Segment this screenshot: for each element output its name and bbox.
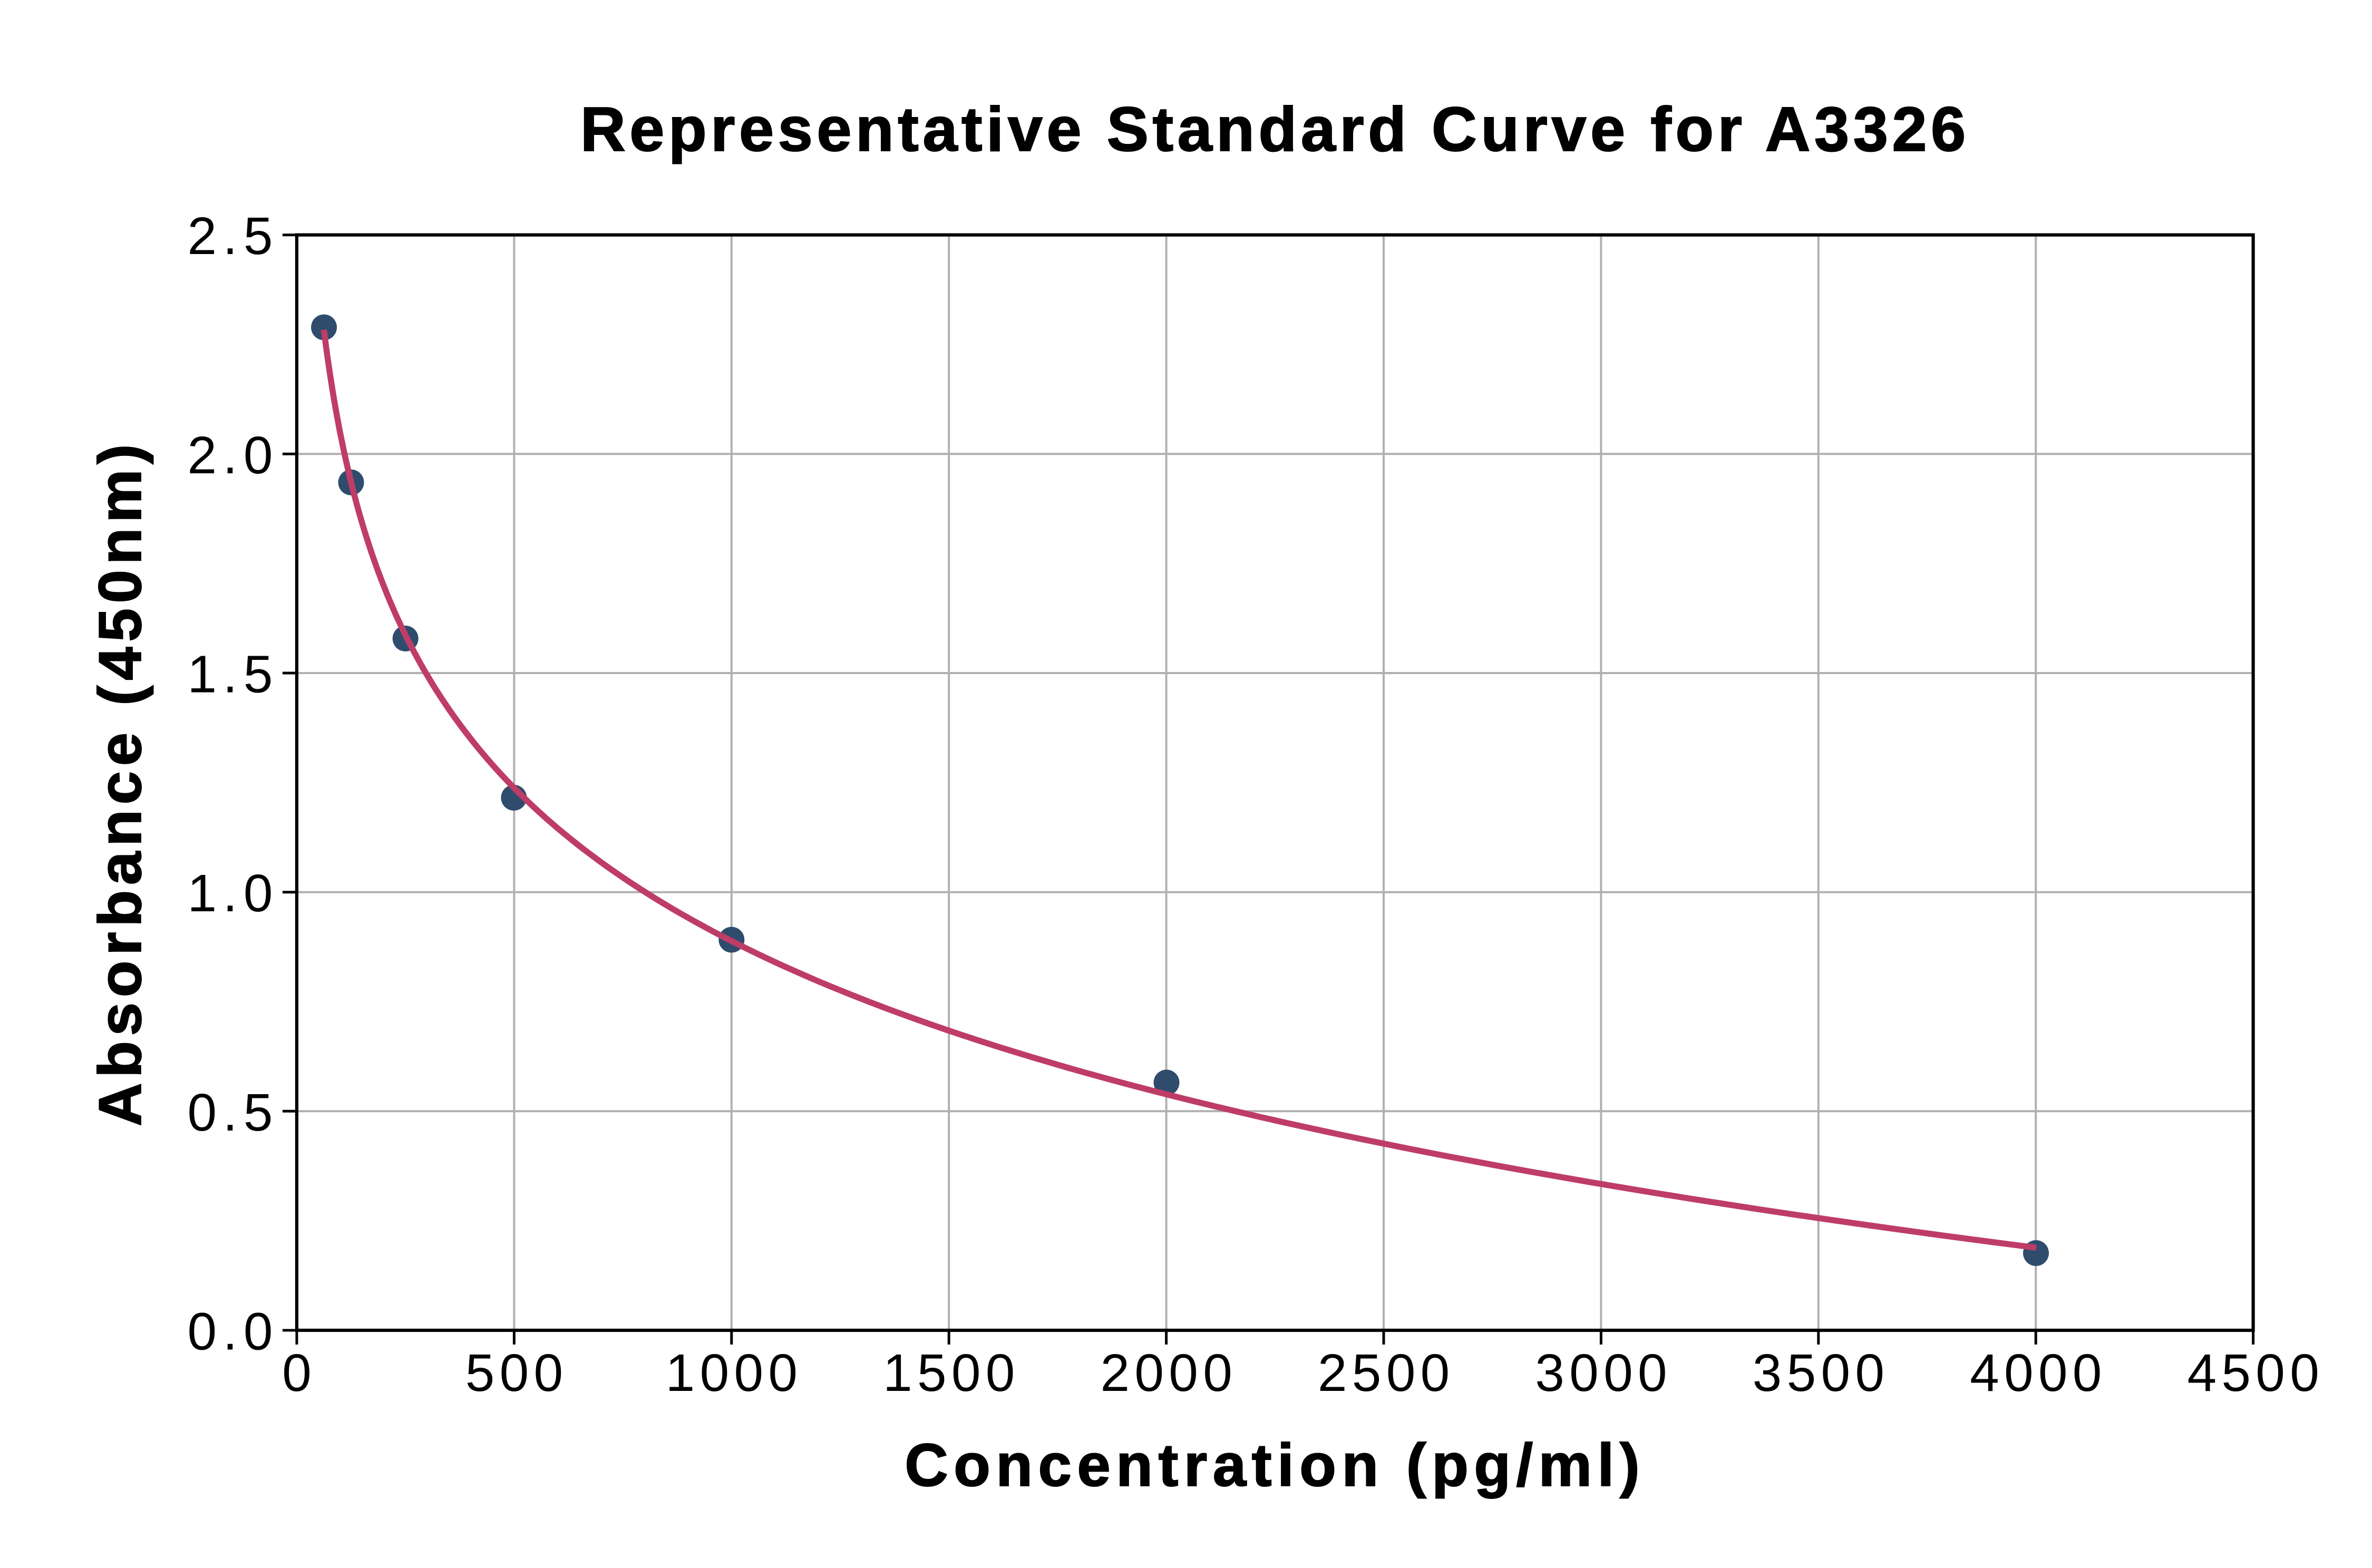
svg-text:2000: 2000 [1100, 1343, 1237, 1403]
svg-text:Representative Standard Curve: Representative Standard Curve for A3326 [580, 94, 1970, 164]
svg-text:500: 500 [465, 1343, 568, 1403]
svg-text:Concentration (pg/ml): Concentration (pg/ml) [905, 1432, 1645, 1499]
svg-text:2.5: 2.5 [187, 207, 279, 266]
svg-text:4000: 4000 [1970, 1343, 2107, 1403]
svg-text:4500: 4500 [2187, 1343, 2324, 1403]
svg-text:3000: 3000 [1535, 1343, 1672, 1403]
svg-text:0.0: 0.0 [187, 1302, 279, 1361]
svg-text:3500: 3500 [1753, 1343, 1890, 1403]
svg-text:1000: 1000 [666, 1343, 803, 1403]
svg-text:0: 0 [282, 1343, 316, 1403]
svg-text:2500: 2500 [1318, 1343, 1455, 1403]
svg-text:2.0: 2.0 [187, 426, 279, 485]
svg-text:1.5: 1.5 [187, 645, 279, 704]
svg-text:1500: 1500 [883, 1343, 1020, 1403]
svg-text:1.0: 1.0 [187, 864, 279, 923]
svg-text:Absorbance (450nm): Absorbance (450nm) [87, 439, 154, 1126]
svg-text:0.5: 0.5 [187, 1083, 279, 1142]
